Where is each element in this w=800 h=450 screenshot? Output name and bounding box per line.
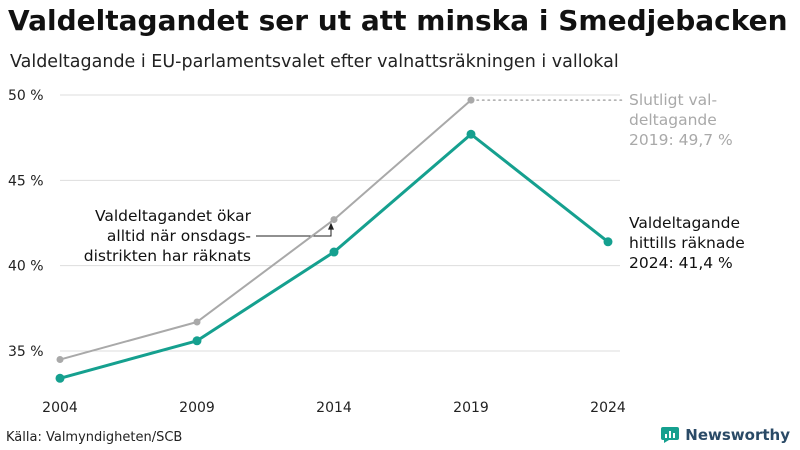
data-point-election-night-2019 [466, 129, 476, 139]
y-tick-label-45: 45 % [8, 173, 44, 189]
annotation-final-2019-line-2: deltagande [629, 111, 717, 129]
annotation-current-2024: Valdeltagande hittills räknade 2024: 41,4 … [629, 214, 745, 272]
series-line-final [59, 99, 472, 361]
y-tick-label-35: 35 % [8, 344, 44, 360]
data-point-election-night-2004 [55, 373, 65, 383]
data-point-final-2009 [193, 318, 201, 326]
annotation-current-2024-line-3: 2024: 41,4 % [629, 254, 733, 272]
y-tick-label-50: 50 % [8, 88, 44, 104]
x-tick-label-2014: 2014 [316, 400, 352, 416]
data-point-final-2019 [467, 96, 475, 104]
note-arrow-head [328, 222, 334, 230]
data-point-final-2014 [330, 216, 338, 224]
chart-subtitle: Valdeltagande i EU-parlamentsvalet efter… [10, 52, 619, 72]
data-point-election-night-2009 [192, 336, 202, 346]
annotation-final-2019-line-3: 2019: 49,7 % [629, 131, 733, 149]
data-point-election-night-2014 [329, 247, 339, 257]
x-tick-label-2004: 2004 [42, 400, 78, 416]
annotation-final-2019: Slutligt val-deltagande 2019: 49,7 % [629, 91, 733, 149]
annotation-onsdag-note-line-2: alltid när onsdags- [107, 227, 251, 245]
source-note: Källa: Valmyndigheten/SCB [6, 430, 183, 445]
data-point-election-night-2024 [603, 237, 613, 247]
annotation-current-2024-line-2: hittills räknade [629, 234, 745, 252]
data-point-final-2004 [56, 356, 64, 364]
annotation-onsdag-note-line-3: distrikten har räknats [84, 247, 251, 265]
x-tick-label-2019: 2019 [453, 400, 489, 416]
annotation-onsdag-note: Valdeltagandet ökar alltid när onsdags-di… [84, 207, 252, 265]
x-tick-label-2009: 2009 [179, 400, 215, 416]
annotation-current-2024-line-1: Valdeltagande [629, 214, 740, 232]
annotation-final-2019-line-1: Slutligt val- [629, 91, 717, 109]
annotation-onsdag-note-line-1: Valdeltagandet ökar [95, 207, 252, 225]
note-arrow-line [256, 228, 332, 237]
newsworthy-logo: Newsworthy [661, 426, 790, 444]
x-tick-label-2024: 2024 [590, 400, 626, 416]
bar-chart-icon [661, 427, 680, 443]
chart-title: Valdeltagandet ser ut att minska i Smedj… [8, 4, 788, 37]
y-tick-label-40: 40 % [8, 259, 44, 275]
brand-name: Newsworthy [685, 426, 790, 444]
